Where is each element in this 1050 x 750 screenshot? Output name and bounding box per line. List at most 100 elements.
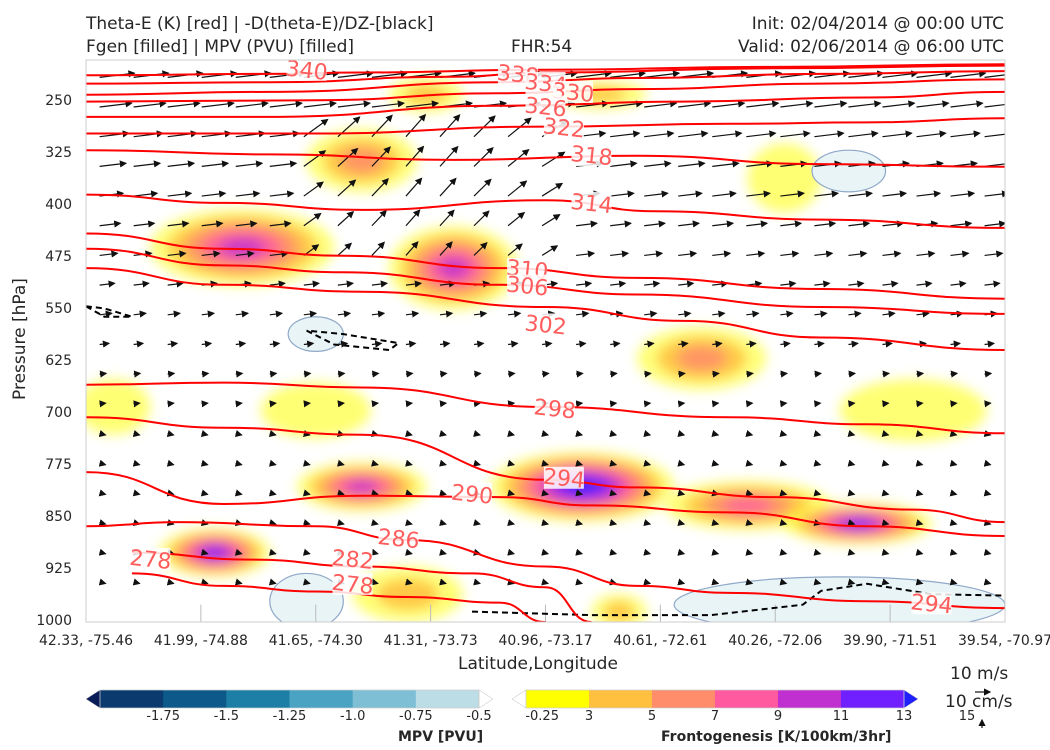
wind-vector: [201, 340, 213, 348]
colorbar-tick-label: 9: [773, 709, 783, 724]
theta-e-labels: 340 3383343303263223183143103063022982942…: [128, 60, 954, 619]
colorbar-swatch: [163, 690, 227, 708]
wind-vector: [269, 400, 277, 408]
fgen-level: [345, 480, 378, 493]
wind-vector: [780, 250, 800, 258]
wind-vector: [984, 190, 1005, 198]
wind-vector: [337, 242, 353, 256]
theta-e-label: 282: [330, 546, 374, 575]
wind-vector: [711, 400, 720, 408]
wind-vector: [950, 370, 959, 378]
wind-vector: [610, 100, 644, 108]
wind-vector: [712, 130, 743, 138]
x-axis-label: Latitude,Longitude: [458, 654, 618, 674]
wind-vector: [269, 220, 292, 228]
wind-vector: [712, 220, 735, 228]
colorbar-tip-right: [478, 689, 494, 709]
wind-vector: [541, 519, 550, 527]
wind-vector: [133, 100, 167, 108]
wind-vector: [98, 548, 107, 556]
forecast-hour: FHR:54: [511, 37, 573, 57]
wind-vector: [234, 430, 243, 437]
wind-vector: [678, 130, 709, 138]
mpv-blob: [673, 576, 1005, 622]
wind-vector: [99, 280, 116, 288]
wind-vector: [439, 209, 455, 227]
wind-vector: [302, 430, 311, 437]
wind-vector: [507, 578, 516, 586]
wind-vector: [439, 340, 451, 348]
wind-vector: [201, 190, 227, 198]
wind-vector: [780, 130, 811, 138]
colorbar-tick-label: 13: [895, 709, 913, 724]
wind-vector: [644, 370, 652, 378]
wind-vector: [677, 430, 686, 437]
wind-vector: [915, 519, 924, 527]
fgen-level: [437, 257, 470, 279]
theta-e-label-bg: [286, 60, 327, 81]
wind-vector: [132, 430, 141, 437]
wind-vector: [711, 578, 720, 586]
wind-vector: [405, 177, 423, 197]
wind-vector: [439, 114, 461, 138]
wind-vector: [133, 190, 159, 198]
wind-vector: [643, 430, 652, 437]
wind-vector: [813, 459, 822, 467]
wind-vector: [405, 209, 421, 227]
wind-vector: [712, 190, 737, 198]
theta-e-contour-318: [86, 149, 1005, 168]
wind-vector: [201, 400, 209, 408]
wind-vector: [610, 340, 621, 348]
colorbar-swatch: [841, 690, 905, 708]
wind-vector: [745, 430, 754, 437]
wind-vector: [337, 310, 352, 318]
wind-vector: [235, 340, 247, 348]
wind-vector: [678, 310, 692, 318]
wind-vector: [541, 489, 550, 497]
wind-vector: [779, 578, 788, 586]
wind-vector: [507, 430, 516, 437]
wind-vector: [473, 310, 488, 318]
wind-vector: [779, 548, 788, 556]
wind-vector: [779, 430, 788, 437]
fgen-blob: [306, 129, 417, 192]
wind-vector: [541, 182, 564, 197]
wind-vector: [201, 250, 221, 258]
wind-vector: [916, 370, 925, 378]
wind-vector: [98, 459, 107, 467]
wind-vector: [133, 220, 156, 228]
theta-e-contour-326: [86, 90, 1005, 118]
wind-vector: [336, 459, 345, 467]
wind-vector: [235, 160, 264, 168]
wind-vector: [507, 519, 516, 527]
wind-vector: [133, 340, 145, 348]
wind-vector: [916, 280, 933, 288]
wind-vector: [133, 160, 162, 168]
wind-vector: [371, 340, 383, 348]
theta-e-label: 294: [542, 465, 586, 494]
wind-vector: [780, 310, 794, 318]
colorbar-swatch: [526, 690, 590, 708]
mpv-blob: [811, 149, 887, 193]
fgen-blob: [352, 566, 463, 622]
wind-vector: [745, 519, 754, 527]
wind-vector: [609, 430, 618, 437]
wind-vector: [268, 459, 277, 467]
wind-vector: [847, 578, 856, 586]
theta-e-label: 318: [569, 142, 613, 171]
fgen-blob: [260, 382, 371, 439]
wind-vector: [984, 220, 1005, 228]
y-tick-label: 700: [45, 404, 72, 421]
wind-vector: [644, 100, 678, 108]
wind-vector: [847, 519, 856, 527]
y-tick-label: 325: [45, 144, 72, 161]
wind-vector: [371, 310, 386, 318]
wind-vector: [167, 310, 181, 318]
wind-vector: [235, 250, 255, 258]
wind-vector: [644, 250, 664, 258]
wind-vector: [712, 340, 723, 348]
wind-vector: [167, 370, 176, 378]
wind-vector: [814, 310, 828, 318]
wind-vector: [916, 190, 942, 198]
